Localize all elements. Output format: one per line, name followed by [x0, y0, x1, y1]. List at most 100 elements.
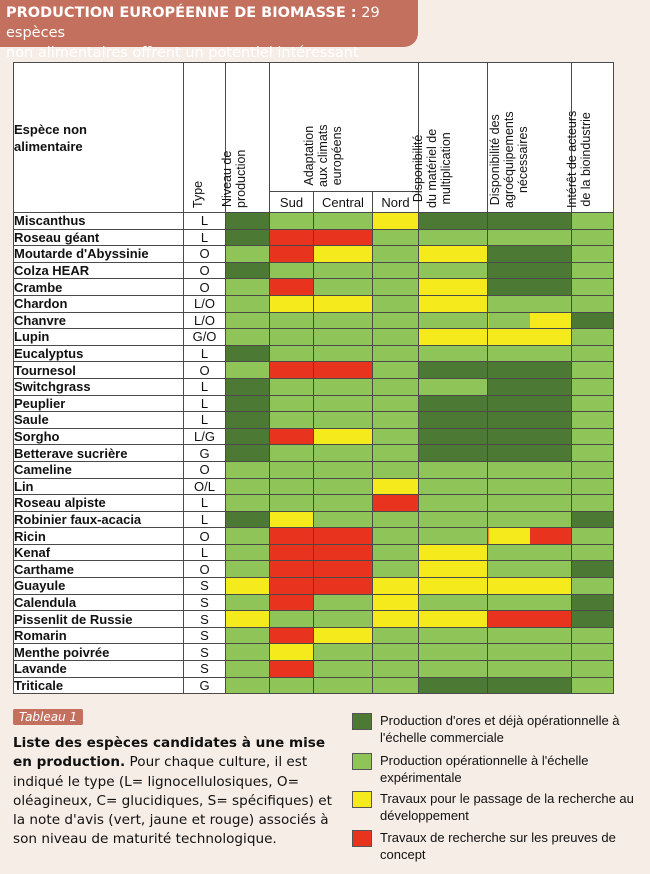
cell-interest: [571, 543, 614, 562]
cell-agro: [487, 228, 572, 247]
cell-sud: [269, 344, 314, 363]
table-row: Saule L: [13, 411, 614, 429]
cell-nord: [372, 377, 419, 396]
cell-nord: [372, 245, 419, 263]
cell-interest: [571, 460, 614, 479]
species-name: Peuplier: [13, 394, 184, 413]
cell-sud: [269, 593, 314, 612]
table-row: Kenaf L: [13, 543, 614, 562]
cell-nord: [372, 344, 419, 363]
species-type: S: [183, 660, 226, 678]
table-row: Calendula S: [13, 593, 614, 612]
cell-material: [418, 427, 488, 446]
species-name: Guayule: [13, 577, 184, 595]
cell-nord: [372, 494, 419, 512]
cell-level: [225, 411, 270, 429]
species-name: Eucalyptus: [13, 344, 184, 363]
species-name: Romarin: [13, 626, 184, 645]
cell-material: [418, 477, 488, 496]
cell-level: [225, 577, 270, 595]
cell-nord: [372, 660, 419, 678]
legend-text: Travaux pour le passage de la recherche …: [380, 791, 634, 823]
cell-interest: [571, 261, 614, 280]
cell-agro: [487, 361, 572, 379]
table-row: Lupin G/O: [13, 328, 614, 346]
legend-text: Travaux de recherche sur les preuves de …: [380, 830, 616, 862]
species-name: Calendula: [13, 593, 184, 612]
cell-nord: [372, 527, 419, 545]
cell-level: [225, 444, 270, 462]
cell-interest: [571, 444, 614, 462]
cell-level: [225, 643, 270, 662]
species-name: Sorgho: [13, 427, 184, 446]
cell-nord: [372, 543, 419, 562]
cell-agro: [487, 660, 572, 678]
cell-level: [225, 278, 270, 296]
cell-central: [313, 411, 373, 429]
species-type: L/O: [183, 294, 226, 313]
table-row: Roseau alpiste L: [13, 494, 614, 512]
cell-agro: [487, 494, 572, 512]
cell-material: [418, 494, 488, 512]
cell-level: [225, 626, 270, 645]
cell-material: [418, 228, 488, 247]
cell-level: [225, 361, 270, 379]
cell-nord: [372, 228, 419, 247]
cell-agro: [487, 577, 572, 595]
cell-central: [313, 311, 373, 330]
table-row: Betterave sucrière G: [13, 444, 614, 462]
cell-nord: [372, 427, 419, 446]
cell-nord: [372, 610, 419, 628]
cell-interest: [571, 245, 614, 263]
legend-swatch: [352, 830, 372, 847]
species-name: Moutarde d'Abyssinie: [13, 245, 184, 263]
cell-material: [418, 577, 488, 595]
cell-material: [418, 543, 488, 562]
table-row: Miscanthus L: [13, 212, 614, 230]
cell-material: [418, 361, 488, 379]
cell-central: [313, 294, 373, 313]
cell-central: [313, 344, 373, 363]
header-central: Central: [313, 191, 373, 213]
cell-level: [225, 676, 270, 695]
header-material: Disponibilité du matériel de multiplicat…: [411, 62, 488, 213]
cell-agro: [487, 394, 572, 413]
cell-nord: [372, 676, 419, 695]
species-name: Kenaf: [13, 543, 184, 562]
cell-material: [418, 676, 488, 695]
species-name: Carthame: [13, 560, 184, 579]
cell-nord: [372, 444, 419, 462]
table-row: Romarin S: [13, 626, 614, 645]
table-row: Guayule S: [13, 577, 614, 595]
table-row: Robinier faux-acacia L: [13, 510, 614, 529]
species-type: L: [183, 494, 226, 512]
table-row: Tournesol O: [13, 361, 614, 379]
cell-material: [418, 510, 488, 529]
cell-interest: [571, 510, 614, 529]
title-bold: PRODUCTION EUROPÉENNE DE BIOMASSE :: [6, 5, 357, 21]
species-name: Pissenlit de Russie: [13, 610, 184, 628]
cell-interest: [571, 294, 614, 313]
cell-sud: [269, 261, 314, 280]
cell-central: [313, 643, 373, 662]
cell-nord: [372, 261, 419, 280]
cell-agro: [487, 294, 572, 313]
cell-level: [225, 228, 270, 247]
species-name: Miscanthus: [13, 212, 184, 230]
cell-nord: [372, 643, 419, 662]
cell-nord: [372, 361, 419, 379]
cell-sud: [269, 494, 314, 512]
cell-central: [313, 543, 373, 562]
species-name: Robinier faux-acacia: [13, 510, 184, 529]
cell-agro: [487, 543, 572, 562]
header-nord: Nord: [372, 191, 419, 213]
header-species: Espèce non alimentaire: [13, 62, 184, 213]
cell-agro: [487, 527, 572, 545]
cell-sud: [269, 560, 314, 579]
cell-agro: [487, 593, 572, 612]
cell-nord: [372, 626, 419, 645]
cell-material: [418, 560, 488, 579]
cell-level: [225, 261, 270, 280]
species-type: L/G: [183, 427, 226, 446]
cell-level: [225, 527, 270, 545]
